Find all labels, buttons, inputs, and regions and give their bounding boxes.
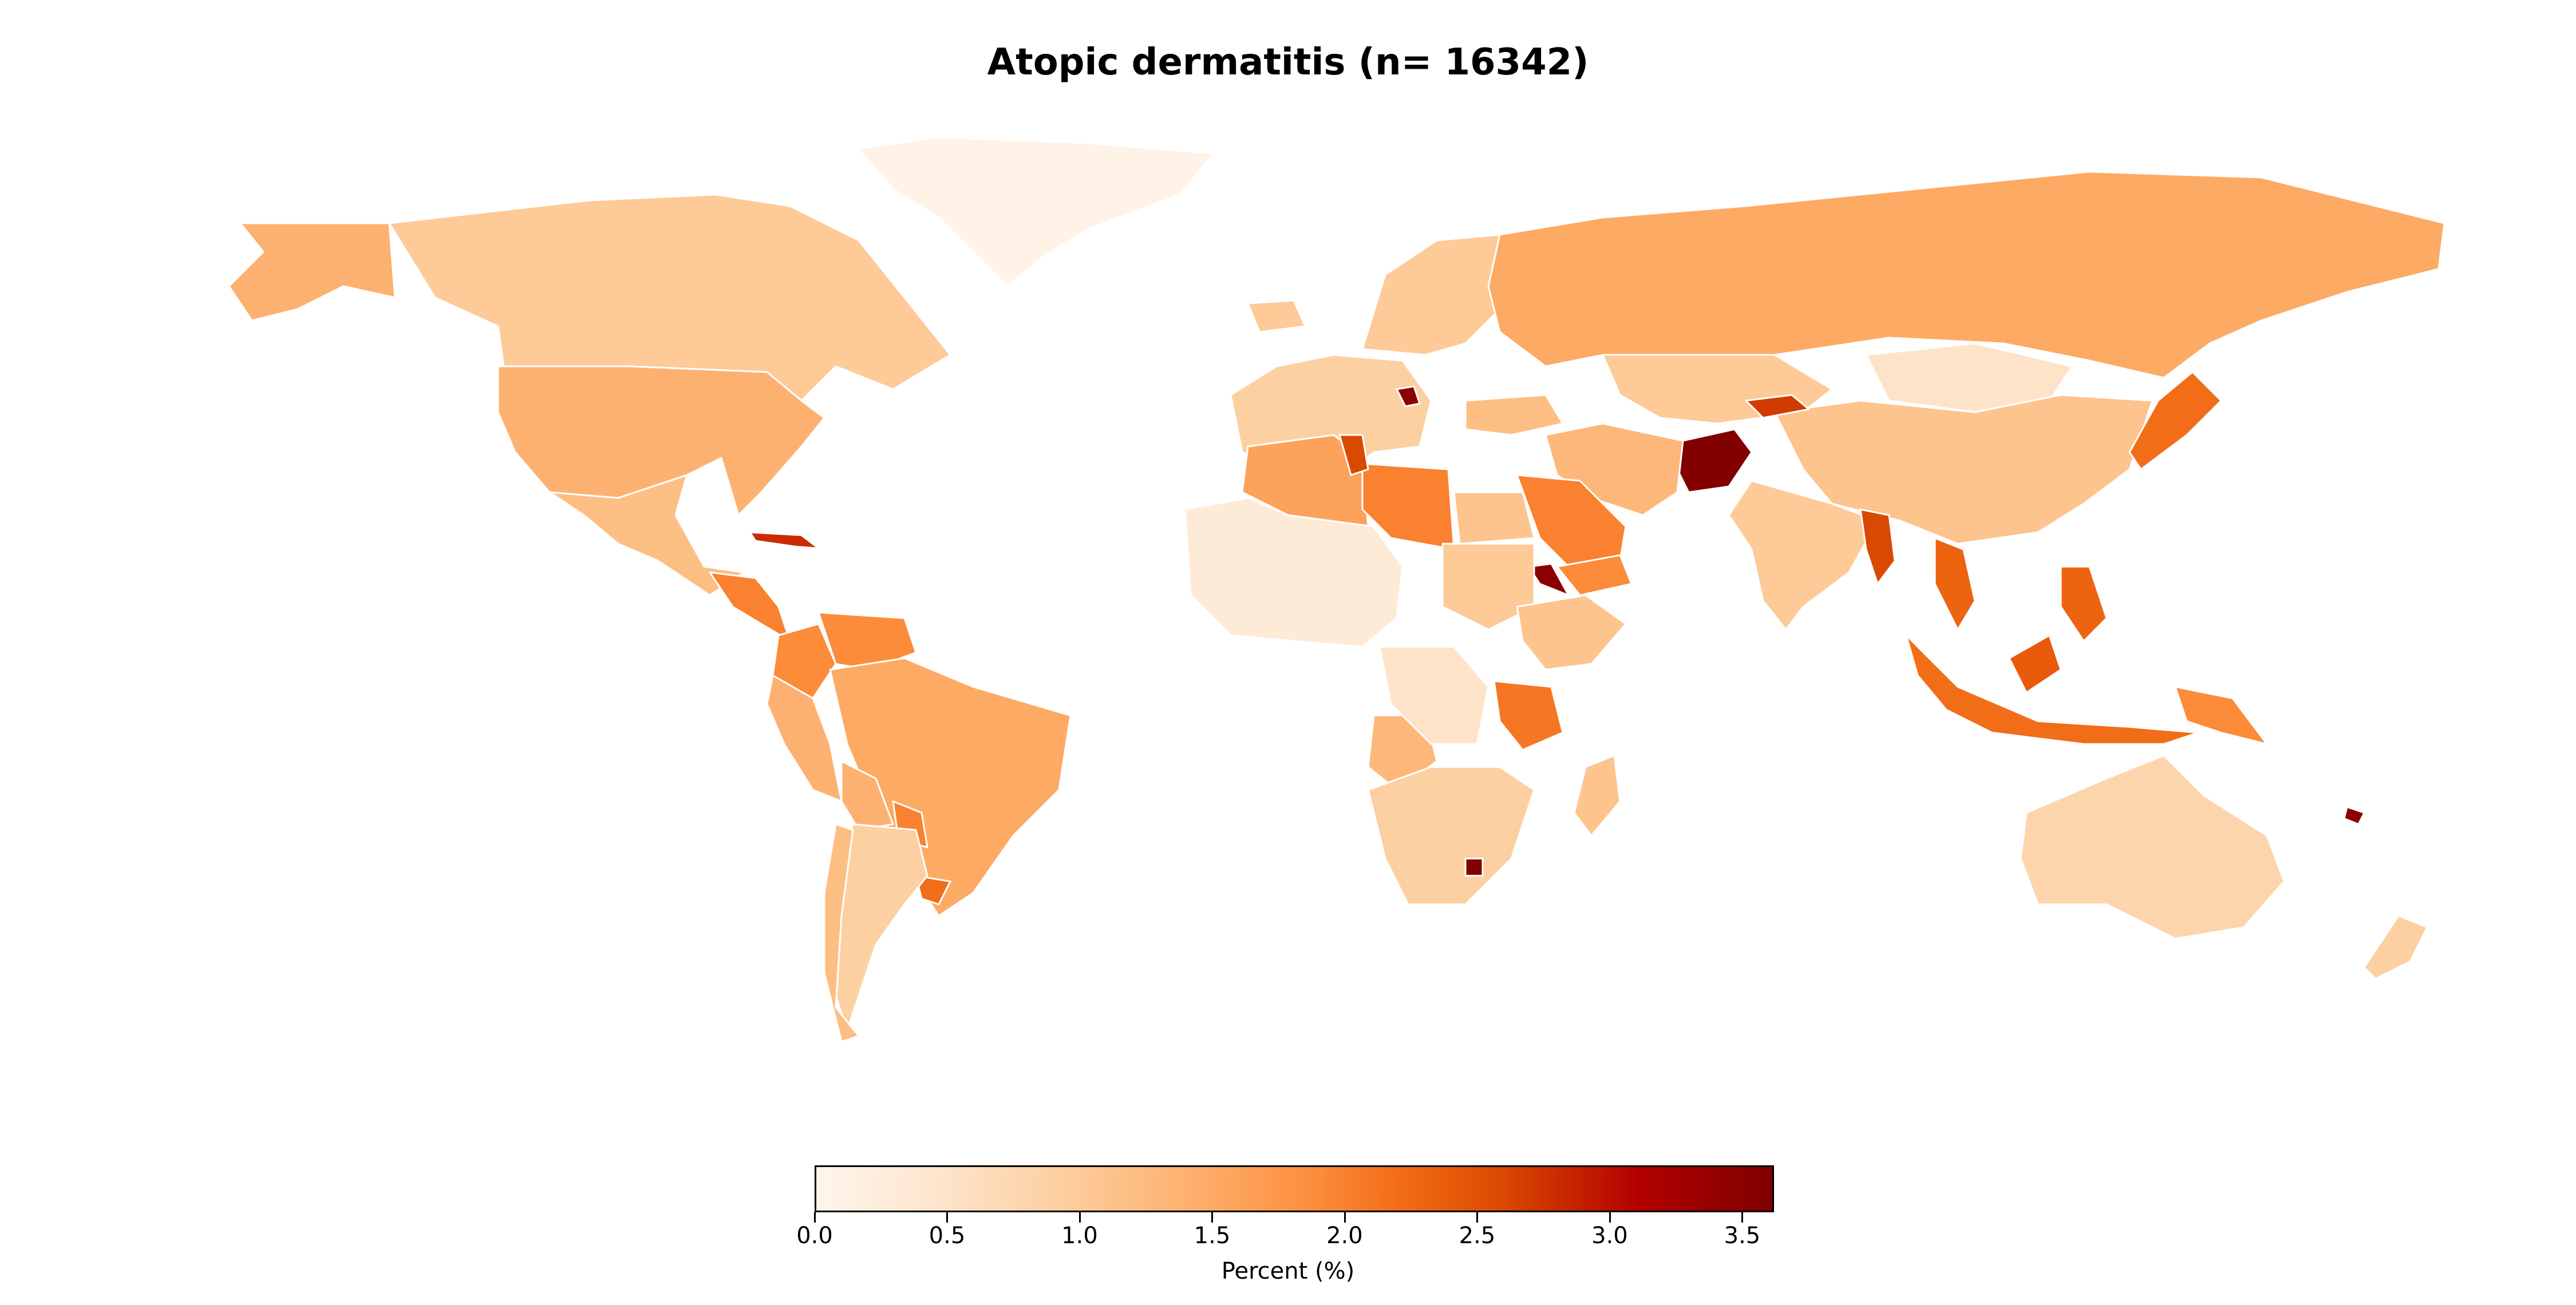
country-sudan bbox=[1441, 543, 1535, 631]
country-southern-africa bbox=[1367, 766, 1535, 905]
country-myanmar bbox=[1859, 508, 1896, 585]
country-cuba bbox=[749, 531, 820, 549]
country-indonesia bbox=[1905, 634, 2199, 745]
country-russia bbox=[1487, 171, 2445, 379]
colorbar bbox=[815, 1165, 1774, 1212]
country-afghanistan bbox=[1676, 428, 1753, 493]
colorbar-tick bbox=[1344, 1212, 1346, 1223]
colorbar-tick-label: 3.5 bbox=[1724, 1223, 1761, 1249]
country-turkey bbox=[1464, 394, 1564, 436]
country-kyrgyzstan bbox=[1745, 394, 1810, 419]
country-australia bbox=[2020, 754, 2285, 940]
country-peru bbox=[766, 674, 843, 802]
colorbar-tick bbox=[1609, 1212, 1611, 1223]
country-japan bbox=[2128, 371, 2222, 470]
country-greenland bbox=[858, 136, 1215, 287]
country-egypt bbox=[1453, 491, 1535, 545]
country-tunisia bbox=[1338, 434, 1369, 476]
country-west-africa bbox=[1184, 497, 1404, 648]
country-lesotho bbox=[1464, 857, 1484, 877]
country-uruguay bbox=[915, 875, 951, 905]
country-madagascar bbox=[1573, 754, 1621, 837]
country-canada bbox=[388, 193, 951, 402]
country-libya bbox=[1361, 462, 1455, 551]
colorbar-tick bbox=[1211, 1212, 1214, 1223]
colorbar-tick bbox=[1078, 1212, 1081, 1223]
country-fiji bbox=[2343, 806, 2365, 825]
country-dr-congo bbox=[1378, 646, 1490, 745]
colorbar-tick bbox=[1741, 1212, 1744, 1223]
country-vietnam bbox=[1934, 537, 1976, 631]
colorbar-label: Percent (%) bbox=[1221, 1258, 1355, 1284]
colorbar-tick-label: 1.5 bbox=[1194, 1223, 1231, 1249]
colorbar-tick-label: 1.0 bbox=[1061, 1223, 1098, 1249]
colorbar-tick bbox=[814, 1212, 816, 1223]
country-ethiopia bbox=[1516, 594, 1627, 671]
country-yemen bbox=[1556, 554, 1633, 596]
map-title: Atopic dermatitis (n= 16342) bbox=[987, 41, 1589, 84]
country-mexico bbox=[548, 474, 745, 596]
colorbar-tick-label: 0.5 bbox=[929, 1223, 966, 1249]
colorbar-tick-label: 3.0 bbox=[1591, 1223, 1628, 1249]
country-chile bbox=[823, 823, 860, 1043]
colorbar-tick bbox=[1476, 1212, 1479, 1223]
country-central-america bbox=[709, 571, 791, 642]
colorbar-tick-label: 2.0 bbox=[1326, 1223, 1363, 1249]
country-bosnia-and-herzegovina bbox=[1396, 385, 1421, 408]
country-eritrea bbox=[1527, 563, 1570, 596]
country-alaska-usa bbox=[228, 222, 396, 322]
country-india bbox=[1728, 480, 1879, 631]
country-iceland bbox=[1247, 299, 1306, 333]
country-united-states bbox=[497, 365, 825, 516]
country-philippines bbox=[2060, 566, 2108, 642]
colorbar-tick-label: 0.0 bbox=[796, 1223, 833, 1249]
colorbar-tick bbox=[946, 1212, 949, 1223]
country-papua-new-guinea bbox=[2174, 686, 2268, 745]
country-malaysia-borneo bbox=[2008, 634, 2062, 694]
colorbar-tick-label: 2.5 bbox=[1459, 1223, 1496, 1249]
country-tanzania bbox=[1493, 680, 1564, 751]
country-new-zealand bbox=[2363, 915, 2428, 980]
